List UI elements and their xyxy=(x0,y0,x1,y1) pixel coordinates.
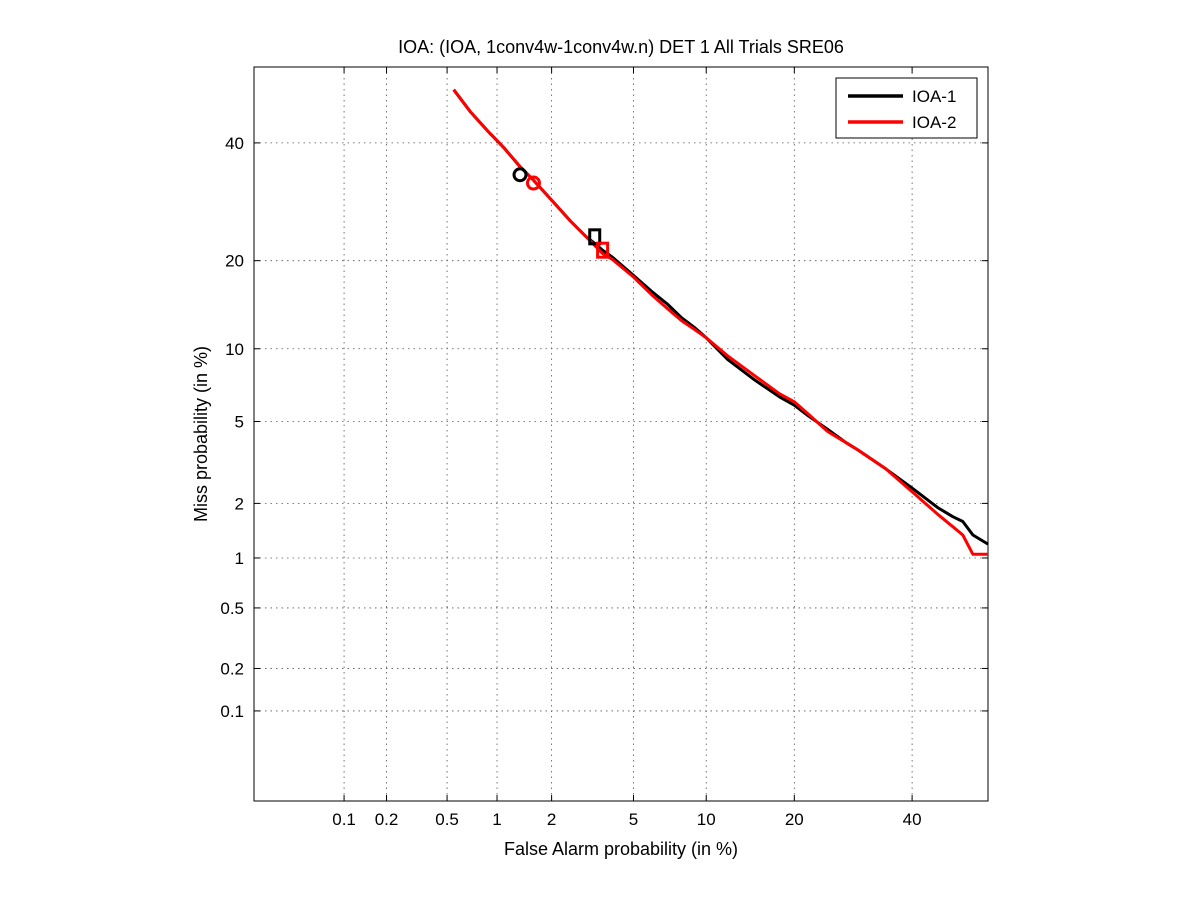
y-tick-label: 10 xyxy=(225,340,244,359)
markers xyxy=(512,167,610,259)
y-tick-label: 40 xyxy=(225,134,244,153)
legend-label-2: IOA-2 xyxy=(912,113,956,132)
x-tick-label: 0.1 xyxy=(332,810,356,829)
chart-title: IOA: (IOA, 1conv4w-1conv4w.n) DET 1 All … xyxy=(398,37,844,57)
x-tick-label: 40 xyxy=(903,810,922,829)
y-tick-label: 20 xyxy=(225,252,244,271)
x-tick-label: 5 xyxy=(629,810,638,829)
ticks: 0.1 0.2 0.5 1 2 5 10 20 40 0.1 0.2 0.5 1 2 5 10 20 40 xyxy=(220,67,988,829)
legend-box xyxy=(835,77,978,139)
x-axis-label: False Alarm probability (in %) xyxy=(504,839,738,859)
grid xyxy=(254,67,988,801)
x-tick-label: 10 xyxy=(697,810,716,829)
y-axis-label: Miss probability (in %) xyxy=(191,346,211,522)
y-tick-label: 1 xyxy=(235,549,244,568)
y-tick-label: 5 xyxy=(235,413,244,432)
plot-frame xyxy=(253,66,989,802)
y-tick-label: 2 xyxy=(235,494,244,513)
y-tick-label: 0.1 xyxy=(220,702,244,721)
x-tick-label: 0.5 xyxy=(435,810,459,829)
actual-dcf-square-marker-1 xyxy=(588,228,602,246)
min-dcf-circle-marker-1 xyxy=(512,167,528,183)
y-tick-label: 0.2 xyxy=(220,659,244,678)
legend: IOA-1 IOA-2 xyxy=(835,77,978,139)
y-tick-label: 0.5 xyxy=(220,599,244,618)
x-tick-label: 20 xyxy=(785,810,804,829)
legend-label-1: IOA-1 xyxy=(912,87,956,106)
x-tick-label: 2 xyxy=(547,810,556,829)
min-dcf-circle-marker-2 xyxy=(525,175,541,191)
x-tick-label: 1 xyxy=(492,810,501,829)
actual-dcf-square-marker-2 xyxy=(596,241,610,259)
x-tick-label: 0.2 xyxy=(375,810,399,829)
